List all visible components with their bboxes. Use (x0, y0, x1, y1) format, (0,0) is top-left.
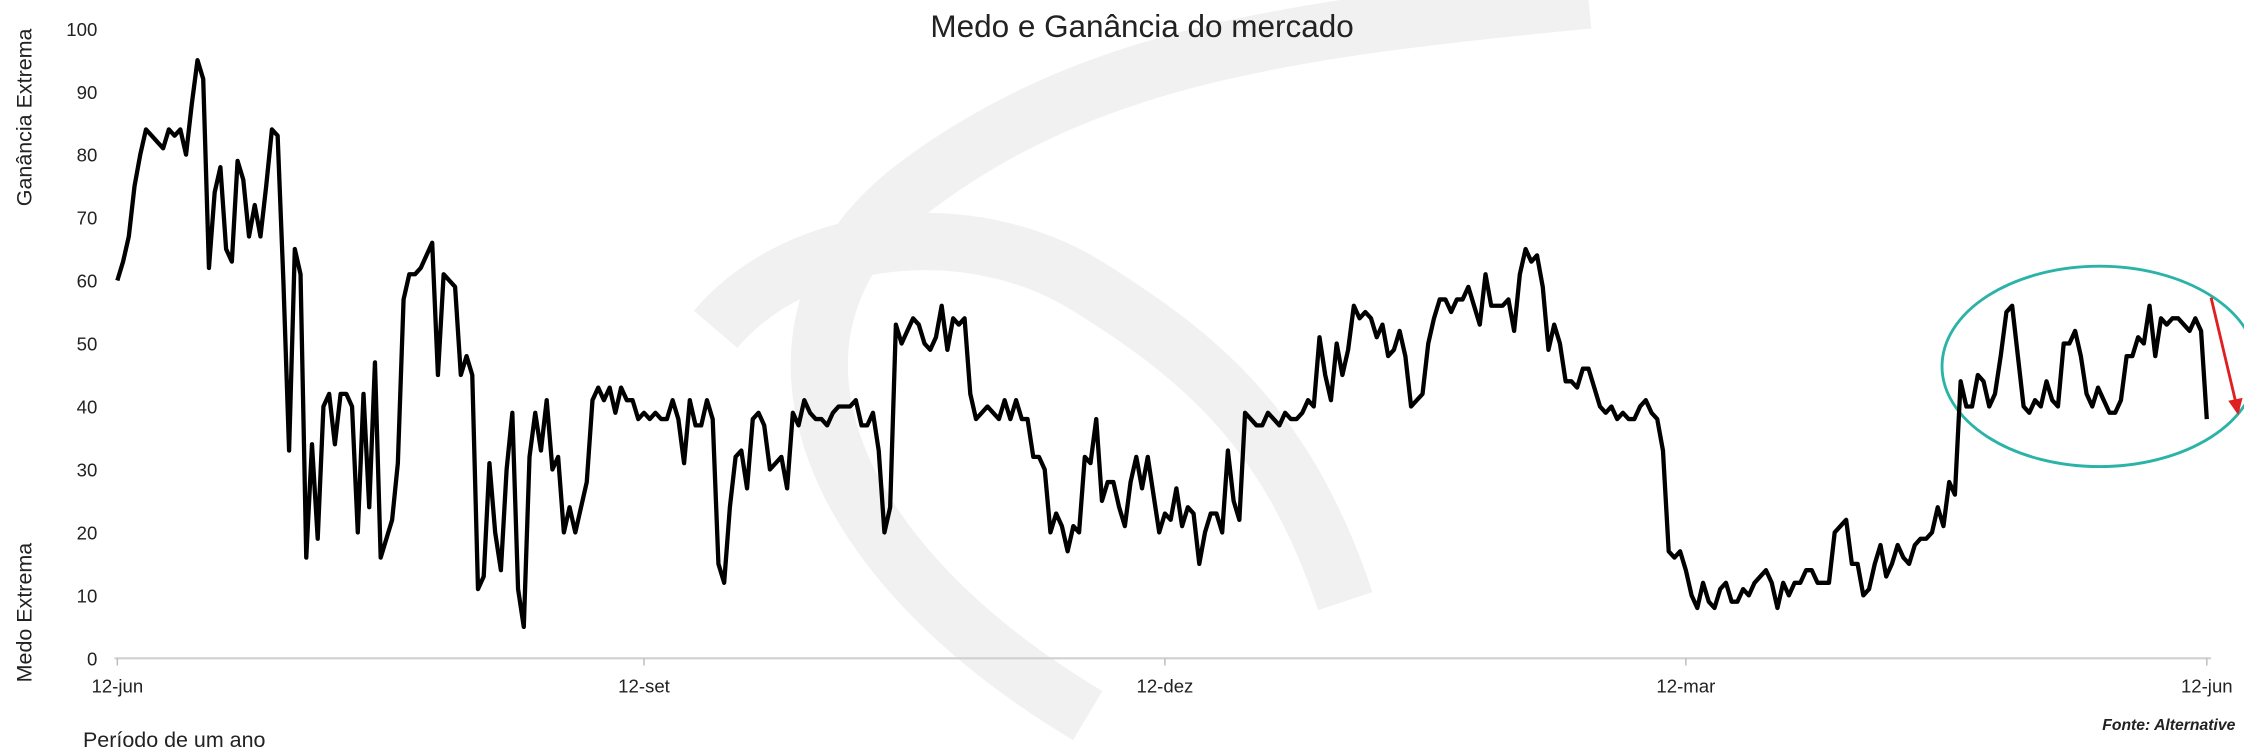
x-tick-label: 12-mar (1656, 676, 1715, 697)
y-label-top: Ganância Extrema (12, 28, 36, 206)
y-tick-label: 60 (77, 271, 98, 292)
y-tick-label: 70 (77, 208, 98, 229)
watermark (693, 0, 1592, 741)
y-tick-label: 30 (77, 460, 98, 481)
y-tick-label: 90 (77, 82, 98, 103)
x-tick-label: 12-dez (1137, 676, 1194, 697)
x-tick-label: 12-jun (92, 676, 144, 697)
chart-title: Medo e Ganância do mercado (930, 9, 1353, 44)
data-line (115, 58, 2209, 630)
x-tick-label: 12-jun (2181, 676, 2233, 697)
arrow (2209, 297, 2243, 416)
y-tick-label: 80 (77, 145, 98, 166)
x-axis-label: Período de um ano (83, 728, 266, 750)
y-tick-label: 0 (87, 649, 97, 670)
y-tick-label: 10 (77, 586, 98, 607)
highlight-ellipse (1940, 264, 2244, 468)
source-note: Fonte: Alternative (2102, 717, 2235, 734)
y-label-bottom: Medo Extrema (12, 543, 36, 683)
y-tick-label: 100 (66, 19, 97, 40)
y-tick-label: 50 (77, 334, 98, 355)
y-tick-label: 20 (77, 523, 98, 544)
x-tick-label: 12-set (618, 676, 671, 697)
y-tick-label: 40 (77, 397, 98, 418)
